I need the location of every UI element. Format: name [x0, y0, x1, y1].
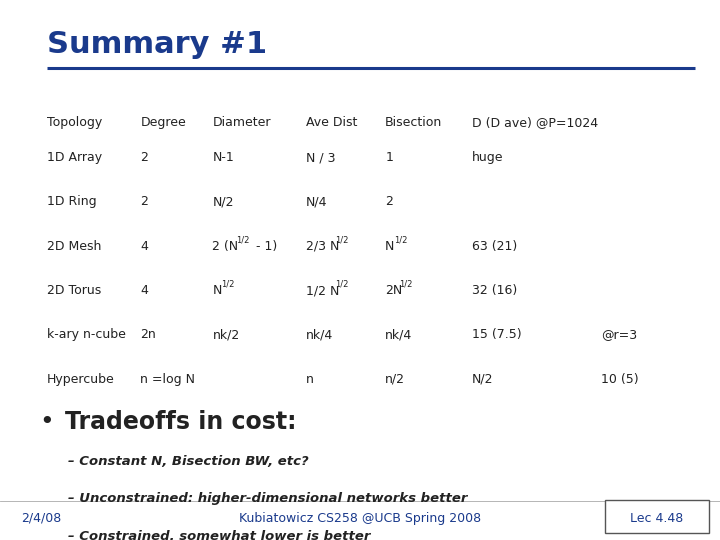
Text: Hypercube: Hypercube [47, 373, 114, 386]
Text: 1: 1 [385, 151, 393, 164]
Text: nk/2: nk/2 [212, 328, 240, 341]
Text: 2: 2 [140, 195, 148, 208]
Text: nk/4: nk/4 [306, 328, 333, 341]
Text: n/2: n/2 [385, 373, 405, 386]
Text: @r=3: @r=3 [601, 328, 637, 341]
Text: 2: 2 [385, 195, 393, 208]
Text: 1/2: 1/2 [335, 235, 348, 245]
Text: n: n [306, 373, 314, 386]
Text: 2n: 2n [140, 328, 156, 341]
Text: huge: huge [472, 151, 503, 164]
Text: 2N: 2N [385, 284, 402, 297]
Text: 10 (5): 10 (5) [601, 373, 639, 386]
Text: 15 (7.5): 15 (7.5) [472, 328, 521, 341]
Text: 2/3 N: 2/3 N [306, 240, 339, 253]
Text: Tradeoffs in cost:: Tradeoffs in cost: [65, 410, 297, 434]
Text: 2D Mesh: 2D Mesh [47, 240, 102, 253]
FancyBboxPatch shape [605, 500, 709, 533]
Text: N/2: N/2 [472, 373, 493, 386]
Text: 1/2 N: 1/2 N [306, 284, 339, 297]
Text: Bisection: Bisection [385, 116, 443, 129]
Text: 1/2: 1/2 [394, 235, 408, 245]
Text: 2: 2 [140, 151, 148, 164]
Text: Kubiatowicz CS258 @UCB Spring 2008: Kubiatowicz CS258 @UCB Spring 2008 [239, 512, 481, 525]
Text: 1/2: 1/2 [399, 280, 413, 289]
Text: 63 (21): 63 (21) [472, 240, 517, 253]
Text: N-1: N-1 [212, 151, 234, 164]
Text: Ave Dist: Ave Dist [306, 116, 357, 129]
Text: N: N [385, 240, 395, 253]
Text: N/4: N/4 [306, 195, 328, 208]
Text: - 1): - 1) [252, 240, 277, 253]
Text: 4: 4 [140, 284, 148, 297]
Text: Degree: Degree [140, 116, 186, 129]
Text: 1/2: 1/2 [221, 280, 235, 289]
Text: k-ary n-cube: k-ary n-cube [47, 328, 126, 341]
Text: N / 3: N / 3 [306, 151, 336, 164]
Text: 2D Torus: 2D Torus [47, 284, 101, 297]
Text: 4: 4 [140, 240, 148, 253]
Text: •: • [40, 410, 54, 434]
Text: 32 (16): 32 (16) [472, 284, 517, 297]
Text: Summary #1: Summary #1 [47, 30, 267, 59]
Text: 1/2: 1/2 [335, 280, 348, 289]
Text: 1D Ring: 1D Ring [47, 195, 96, 208]
Text: – Unconstrained: higher-dimensional networks better: – Unconstrained: higher-dimensional netw… [68, 492, 468, 505]
Text: 2/4/08: 2/4/08 [22, 512, 62, 525]
Text: 1D Array: 1D Array [47, 151, 102, 164]
Text: D (D ave) @P=1024: D (D ave) @P=1024 [472, 116, 598, 129]
Text: – Constant N, Bisection BW, etc?: – Constant N, Bisection BW, etc? [68, 455, 309, 468]
Text: n =log N: n =log N [140, 373, 195, 386]
Text: N: N [212, 284, 222, 297]
Text: 1/2: 1/2 [236, 235, 250, 245]
Text: Lec 4.48: Lec 4.48 [630, 512, 683, 525]
Text: Diameter: Diameter [212, 116, 271, 129]
Text: N/2: N/2 [212, 195, 234, 208]
Text: – Constrained, somewhat lower is better: – Constrained, somewhat lower is better [68, 530, 371, 540]
Text: 2 (N: 2 (N [212, 240, 238, 253]
Text: nk/4: nk/4 [385, 328, 413, 341]
Text: Topology: Topology [47, 116, 102, 129]
